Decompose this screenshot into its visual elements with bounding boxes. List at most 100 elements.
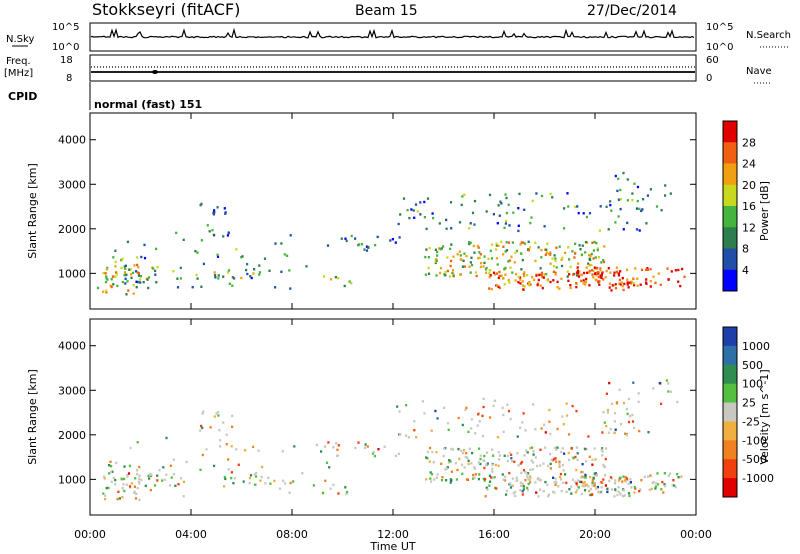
heatmap-cell — [267, 476, 270, 480]
heatmap-cell — [592, 276, 595, 279]
heatmap-cell — [532, 450, 535, 453]
heatmap-cell — [554, 271, 557, 274]
heatmap-cell — [471, 211, 475, 215]
heatmap-cell — [591, 484, 594, 487]
heatmap-cell — [406, 208, 409, 212]
heatmap-cell — [389, 239, 392, 242]
heatmap-cell — [621, 277, 624, 280]
heatmap-cell — [435, 259, 438, 263]
heatmap-cell — [567, 279, 570, 282]
heatmap-cell — [599, 267, 602, 270]
heatmap-cell — [121, 280, 124, 284]
heatmap-cell — [617, 479, 621, 482]
heatmap-cell — [616, 493, 619, 497]
heatmap-cell — [517, 207, 520, 210]
heatmap-cell — [517, 464, 520, 467]
heatmap-cell — [630, 280, 633, 283]
heatmap-cell — [485, 486, 488, 489]
heatmap-cell — [227, 468, 230, 471]
heatmap-cell — [482, 477, 485, 480]
heatmap-cell — [492, 454, 495, 457]
heatmap-cell — [426, 197, 430, 200]
heatmap-cell — [478, 447, 481, 450]
heatmap-cell — [438, 271, 442, 275]
heatmap-cell — [491, 470, 494, 473]
velocity-heatmap — [102, 379, 683, 502]
heatmap-cell — [577, 211, 580, 215]
heatmap-cell — [616, 189, 619, 193]
heatmap-cell — [463, 252, 466, 255]
heatmap-cell — [443, 447, 446, 450]
heatmap-cell — [215, 412, 218, 415]
heatmap-cell — [535, 274, 538, 277]
heatmap-cell — [506, 403, 509, 406]
heatmap-cell — [644, 268, 648, 272]
heatmap-cell — [421, 400, 424, 403]
heatmap-cell — [683, 275, 686, 278]
heatmap-cell — [473, 467, 477, 470]
colorbar-swatch — [723, 459, 737, 479]
heatmap-cell — [503, 283, 506, 286]
heatmap-cell — [156, 479, 159, 482]
heatmap-cell — [679, 284, 682, 288]
heatmap-cell — [522, 273, 525, 276]
colorbar-tick-label: 28 — [742, 136, 756, 149]
heatmap-cell — [454, 461, 457, 465]
colorbar-swatch — [723, 269, 737, 292]
heatmap-cell — [595, 487, 598, 490]
heatmap-cell — [582, 482, 585, 485]
heatmap-cell — [102, 492, 105, 495]
nsky-top-tick: 10^5 — [52, 22, 79, 33]
heatmap-cell — [496, 263, 499, 266]
heatmap-cell — [121, 487, 124, 490]
heatmap-cell — [200, 239, 203, 242]
heatmap-cell — [109, 470, 113, 474]
heatmap-cell — [655, 482, 658, 485]
heatmap-cell — [168, 484, 172, 487]
nsearch-top-tick: 10^5 — [706, 22, 733, 33]
heatmap-cell — [631, 413, 634, 417]
heatmap-cell — [540, 271, 543, 275]
heatmap-cell — [593, 240, 596, 244]
heatmap-cell — [440, 462, 443, 465]
heatmap-cell — [614, 174, 617, 178]
heatmap-cell — [397, 452, 400, 456]
heatmap-cell — [138, 278, 142, 281]
heatmap-cell — [123, 477, 126, 481]
heatmap-cell — [519, 489, 522, 492]
heatmap-cell — [578, 244, 581, 247]
heatmap-cell — [502, 413, 505, 417]
heatmap-cell — [614, 428, 617, 431]
heatmap-cell — [147, 286, 150, 290]
heatmap-cell — [466, 456, 469, 459]
heatmap-cell — [174, 484, 177, 487]
heatmap-cell — [591, 481, 594, 484]
heatmap-cell — [155, 281, 158, 284]
heatmap-cell — [396, 405, 399, 408]
heatmap-cell — [109, 460, 112, 463]
heatmap-cell — [620, 422, 623, 426]
heatmap-cell — [527, 482, 530, 486]
heatmap-cell — [592, 476, 595, 480]
heatmap-cell — [451, 271, 454, 275]
heatmap-cell — [336, 454, 339, 457]
heatmap-cell — [449, 460, 452, 463]
heatmap-cell — [136, 487, 139, 490]
heatmap-cell — [507, 260, 510, 263]
colorbar-tick-label: -500 — [742, 453, 767, 466]
power-colorbar-label: Power [dB] — [758, 181, 771, 241]
heatmap-cell — [132, 292, 135, 295]
heatmap-cell — [633, 426, 636, 430]
heatmap-cell — [444, 274, 447, 277]
heatmap-cell — [154, 269, 157, 273]
heatmap-cell — [212, 211, 215, 215]
heatmap-cell — [610, 289, 613, 292]
heatmap-cell — [458, 457, 461, 460]
heatmap-cell — [230, 471, 233, 474]
heatmap-cell — [468, 241, 471, 244]
colorbar-tick-label: -100 — [742, 434, 767, 447]
heatmap-cell — [447, 461, 450, 464]
heatmap-cell — [632, 381, 635, 384]
heatmap-cell — [558, 245, 561, 248]
heatmap-cell — [576, 489, 579, 492]
